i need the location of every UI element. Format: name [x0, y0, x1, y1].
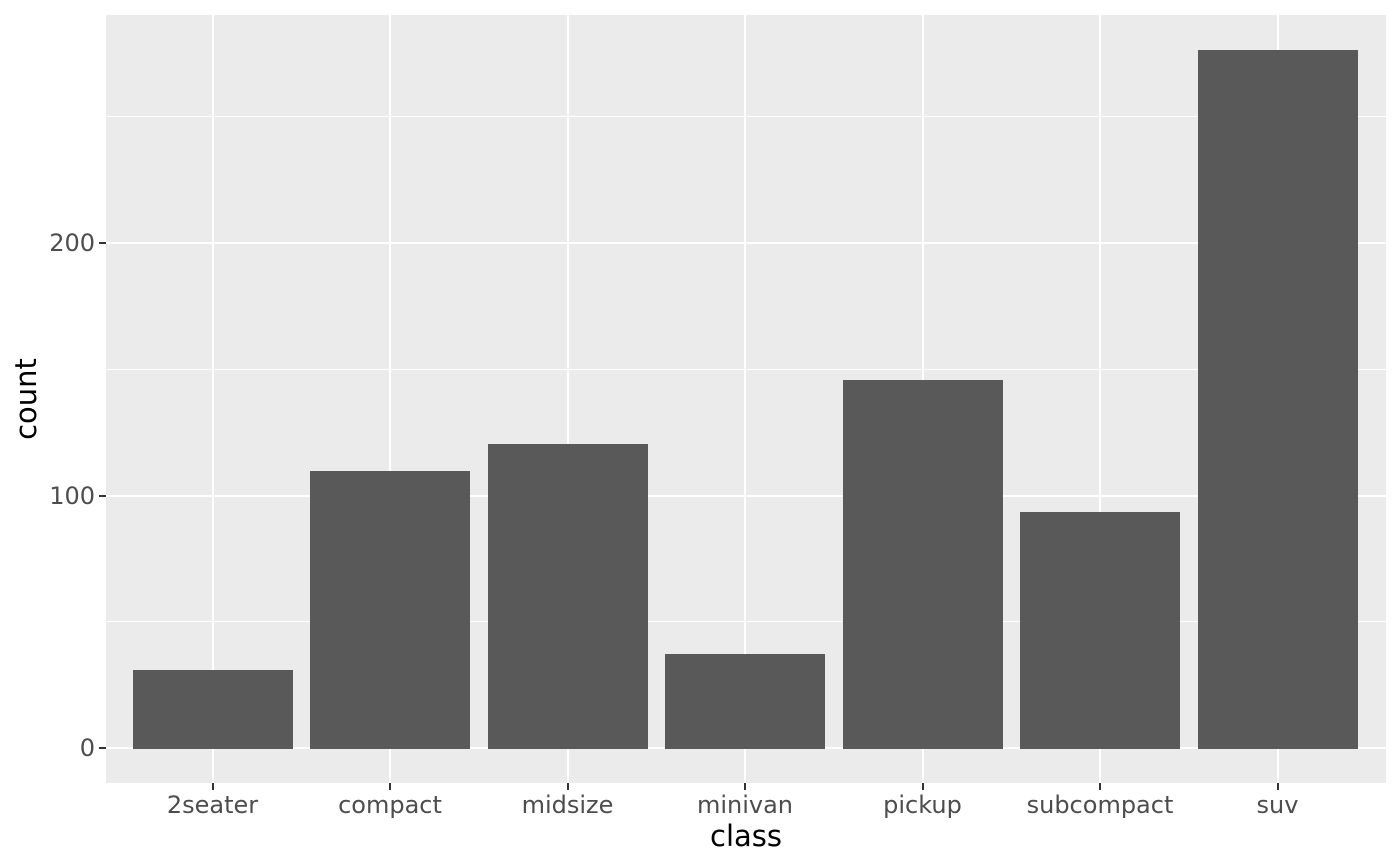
gridline-x-2seater [211, 15, 214, 783]
bar-minivan [665, 653, 825, 749]
y-tick-label-0: 0 [79, 734, 95, 762]
x-tick-mark-2seater [211, 783, 214, 790]
bar-suv [1197, 50, 1358, 749]
x-tick-label-minivan: minivan [696, 791, 794, 819]
y-tick-mark-200 [99, 242, 106, 244]
plot-panel [106, 15, 1386, 783]
x-tick-label-2seater: 2seater [166, 791, 259, 819]
gridline-minor-y-150 [106, 368, 1386, 370]
y-tick-mark-0 [99, 747, 106, 749]
x-tick-label-midsize: midsize [521, 791, 614, 819]
gridline-minor-y-250 [106, 116, 1386, 118]
gridline-x-minivan [744, 15, 746, 783]
y-axis-title: count [9, 358, 43, 440]
gridline-major-y-100 [106, 494, 1386, 497]
gridline-x-subcompact [1099, 15, 1101, 783]
bar-midsize [487, 444, 648, 749]
bar-compact [310, 471, 470, 749]
gridline-minor-y-50 [106, 621, 1386, 623]
x-tick-mark-compact [389, 783, 391, 790]
x-axis-title: class [710, 819, 782, 853]
x-tick-label-suv: suv [1256, 791, 1299, 819]
x-tick-label-compact: compact [338, 791, 442, 819]
gridline-x-compact [389, 15, 391, 783]
x-tick-label-subcompact: subcompact [1026, 791, 1174, 819]
x-tick-mark-suv [1276, 783, 1279, 790]
y-tick-label-200: 200 [49, 229, 95, 257]
bar-2seater [132, 670, 293, 749]
bar-pickup [842, 380, 1003, 749]
x-tick-mark-pickup [921, 783, 924, 790]
y-tick-label-100: 100 [49, 481, 95, 510]
gridline-x-midsize [566, 15, 569, 783]
x-tick-mark-subcompact [1099, 783, 1101, 790]
bar-subcompact [1020, 512, 1180, 749]
gridline-major-y-200 [106, 242, 1386, 244]
x-tick-mark-midsize [566, 783, 569, 790]
y-tick-mark-100 [99, 494, 106, 497]
x-tick-mark-minivan [744, 783, 746, 790]
x-tick-label-pickup: pickup [883, 791, 962, 819]
